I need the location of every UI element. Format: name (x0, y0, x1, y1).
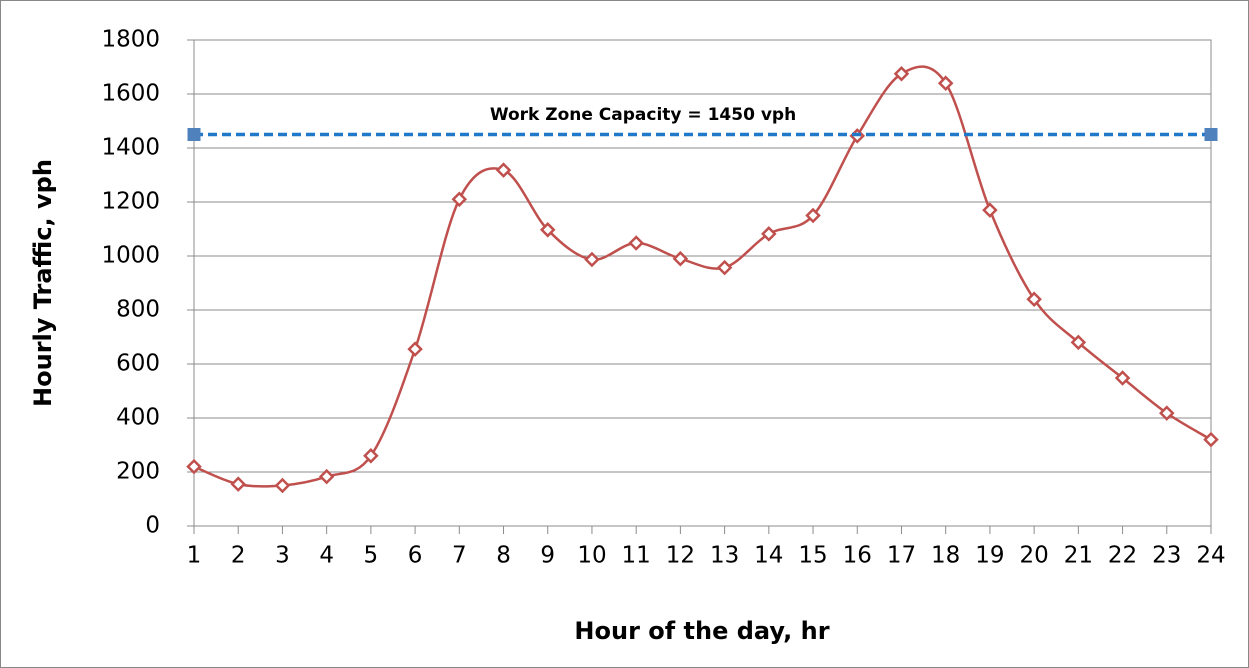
y-tick-label: 1600 (101, 81, 160, 107)
x-tick-label: 4 (319, 543, 334, 569)
x-tick-label: 16 (843, 543, 872, 569)
x-tick-label: 23 (1152, 543, 1181, 569)
marker (1203, 431, 1219, 448)
x-tick-label: 18 (931, 543, 960, 569)
y-tick-label: 1000 (101, 243, 160, 269)
marker (539, 222, 556, 238)
x-tick-label: 19 (975, 543, 1004, 569)
y-tick-label: 600 (116, 351, 160, 377)
marker (716, 259, 733, 276)
marker (1114, 370, 1131, 386)
x-tick-label: 15 (798, 543, 827, 569)
x-tick-label: 5 (364, 543, 379, 569)
marker (274, 477, 291, 494)
marker (805, 207, 821, 224)
y-tick-label: 1200 (101, 189, 160, 215)
x-axis-label: Hour of the day, hr (574, 617, 829, 645)
x-tick-label: 10 (577, 543, 606, 569)
annotation: Work Zone Capacity = 1450 vph (490, 105, 796, 125)
x-tick-label: 3 (275, 543, 290, 569)
x-tick-label: 2 (231, 543, 246, 569)
marker (584, 251, 600, 268)
x-tick-label: 8 (496, 543, 511, 569)
x-tick-label: 11 (622, 543, 651, 569)
marker (1070, 334, 1087, 351)
marker (407, 341, 423, 357)
plot-frame (193, 39, 1212, 527)
marker (187, 128, 201, 141)
marker (363, 448, 379, 464)
y-tick-label: 400 (116, 405, 160, 431)
marker (672, 250, 689, 267)
y-axis-label: Hourly Traffic, vph (29, 159, 57, 407)
marker (761, 226, 777, 242)
marker (186, 458, 202, 475)
x-tick-label: 9 (540, 543, 555, 569)
marker (1204, 128, 1218, 141)
y-tick-label: 1400 (101, 135, 160, 161)
x-tick-label: 1 (187, 543, 202, 569)
marker (1159, 405, 1175, 421)
marker (982, 202, 998, 218)
marker (937, 75, 954, 91)
marker (628, 235, 644, 251)
y-tick-label: 0 (145, 513, 160, 539)
x-tick-label: 22 (1108, 543, 1137, 569)
x-tick-label: 20 (1019, 543, 1048, 569)
x-tick-label: 14 (754, 543, 783, 569)
marker (495, 162, 512, 178)
x-tick-label: 17 (887, 543, 916, 569)
y-tick-label: 1800 (101, 27, 160, 53)
x-tick-label: 7 (452, 543, 467, 569)
marker (230, 476, 246, 492)
y-tick-label: 200 (116, 459, 160, 485)
x-tick-label: 6 (408, 543, 423, 569)
x-tick-label: 21 (1064, 543, 1093, 569)
x-tick-label: 12 (666, 543, 695, 569)
marker (1026, 291, 1042, 307)
y-tick-label: 800 (116, 297, 160, 323)
x-tick-label: 13 (710, 543, 739, 569)
x-tick-label: 24 (1196, 543, 1225, 569)
marker (893, 65, 910, 82)
marker (451, 191, 468, 208)
marker (318, 468, 335, 485)
